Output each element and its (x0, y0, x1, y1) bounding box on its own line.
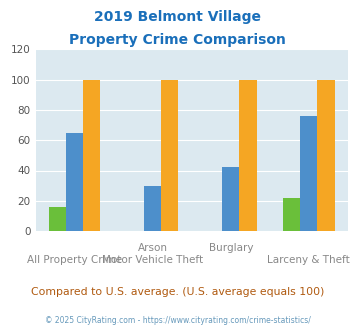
Text: Larceny & Theft: Larceny & Theft (267, 255, 350, 265)
Bar (222, 167, 239, 231)
Text: 2019 Belmont Village: 2019 Belmont Village (94, 10, 261, 24)
Bar (49, 207, 66, 231)
Bar (283, 198, 300, 231)
Text: All Property Crime: All Property Crime (27, 255, 122, 265)
Bar (300, 116, 317, 231)
Bar (66, 133, 83, 231)
Text: Motor Vehicle Theft: Motor Vehicle Theft (102, 255, 203, 265)
Bar (239, 80, 257, 231)
Bar (161, 80, 179, 231)
Text: Compared to U.S. average. (U.S. average equals 100): Compared to U.S. average. (U.S. average … (31, 287, 324, 297)
Text: Arson: Arson (138, 243, 168, 253)
Text: Property Crime Comparison: Property Crime Comparison (69, 33, 286, 47)
Text: © 2025 CityRating.com - https://www.cityrating.com/crime-statistics/: © 2025 CityRating.com - https://www.city… (45, 316, 310, 325)
Bar (317, 80, 335, 231)
Bar (83, 80, 100, 231)
Bar (144, 185, 161, 231)
Text: Burglary: Burglary (208, 243, 253, 253)
